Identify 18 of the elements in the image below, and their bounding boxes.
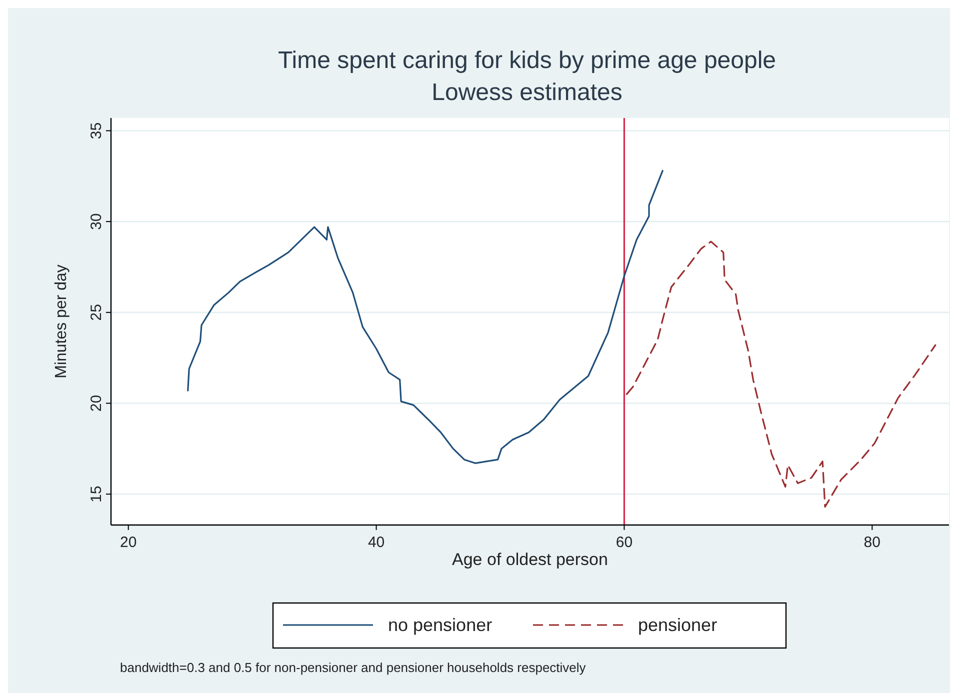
x-tick-label: 20 [120,534,137,551]
y-tick-label: 25 [88,304,105,321]
text: bandwidth=0.3 and 0.5 for non-pensioner and pensioner households respectively [120,660,586,675]
y-tick-label: 20 [88,394,105,412]
y-tick-label: 35 [88,122,105,140]
y-axis-title: Minutes per day [53,264,70,378]
line-series [187,170,664,464]
x-axis-title: Age of oldest person [452,550,608,569]
legend-label: pensioner [638,615,718,635]
x-tick-label: 40 [368,534,385,551]
line-series [626,240,936,508]
chart-subtitle: Lowess estimates [432,79,622,106]
x-tick-label: 60 [616,534,633,551]
x-tick-label: 80 [864,534,880,551]
y-tick-label: 15 [88,486,105,502]
y-tick-label: 30 [88,213,105,230]
chart-title: Time spent caring for kids by prime age people [278,47,776,74]
legend-label: no pensioner [388,615,492,635]
